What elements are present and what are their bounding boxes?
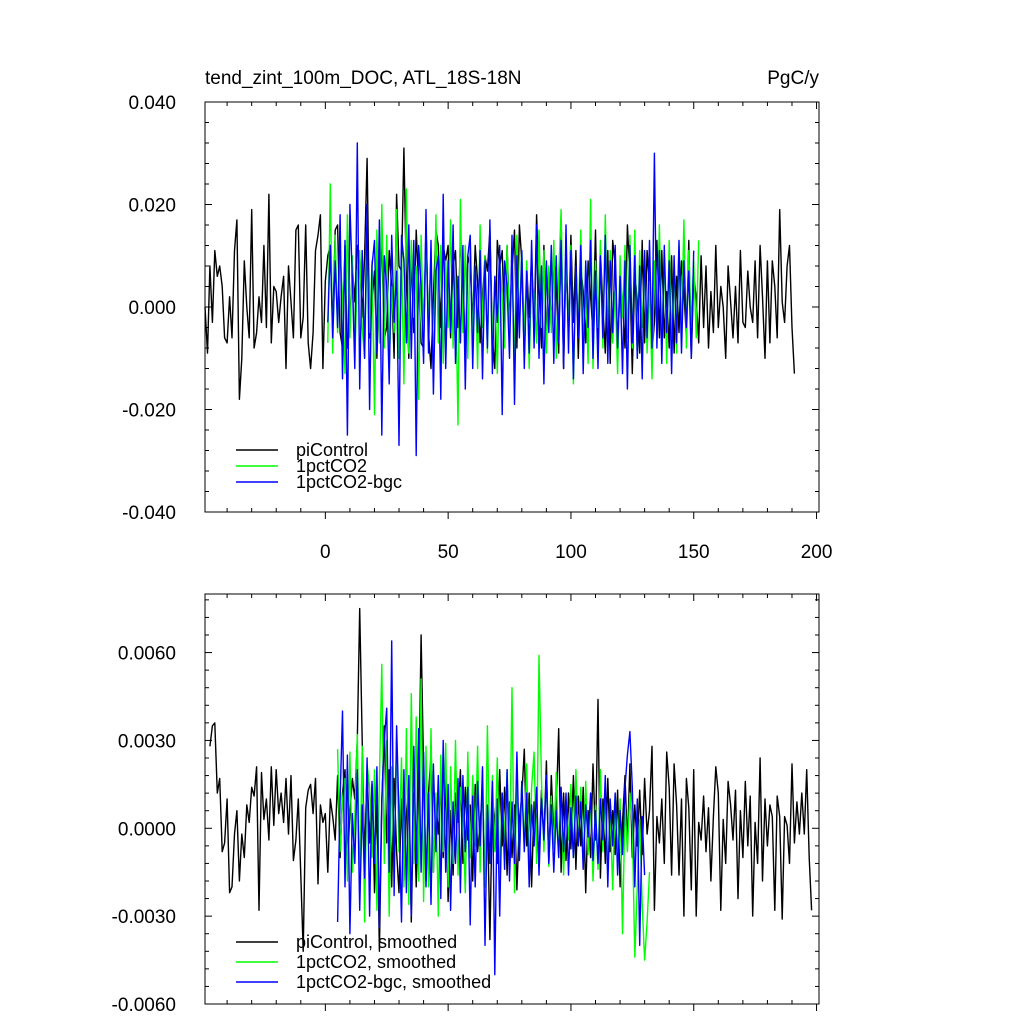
- legend-label: 1pctCO2-bgc, smoothed: [296, 972, 491, 992]
- y-tick-label: -0.040: [122, 503, 176, 524]
- y-tick-label: 0.0060: [118, 644, 176, 665]
- y-tick-label: 0.0030: [118, 731, 176, 752]
- y-tick-label: 0.0000: [118, 819, 176, 840]
- x-tick-label: 0: [320, 542, 331, 563]
- legend-label: 1pctCO2: [296, 456, 367, 476]
- top-panel-series: [204, 142, 796, 457]
- y-tick-label: -0.0060: [112, 995, 176, 1016]
- series-line-1pctco2-bgc: [327, 142, 695, 457]
- y-tick-label: 0.000: [128, 298, 176, 319]
- legend-label: 1pctCO2, smoothed: [296, 952, 456, 972]
- y-tick-label: -0.0030: [112, 907, 176, 928]
- bottom-panel-series: [209, 607, 813, 976]
- x-tick-label: 150: [678, 542, 710, 563]
- bottom-panel-plot-frame: [204, 593, 820, 1005]
- top-panel-x-tick-labels: 0 50 100 150 200: [320, 542, 832, 563]
- top-panel-plot-frame: [204, 101, 820, 513]
- legend-label: 1pctCO2-bgc: [296, 472, 402, 492]
- y-tick-label: 0.020: [128, 196, 176, 217]
- y-tick-label: 0.040: [128, 93, 176, 114]
- top-panel-y-tick-labels: -0.040 -0.020 0.000 0.020 0.040: [122, 93, 176, 524]
- top-panel: -0.040 -0.020 0.000 0.020 0.040 0 50 100 150 200…: [122, 68, 832, 563]
- chart-units-label: PgC/y: [767, 68, 819, 89]
- x-tick-label: 200: [801, 542, 833, 563]
- legend-label: piControl: [296, 440, 368, 460]
- x-tick-label: 100: [555, 542, 587, 563]
- legend-label: piControl, smoothed: [296, 932, 457, 952]
- bottom-panel-ticks: [205, 594, 819, 1011]
- bottom-panel-y-tick-labels: -0.0060 -0.0030 0.0000 0.0030 0.0060: [112, 644, 176, 1016]
- bottom-panel: -0.0060 -0.0030 0.0000 0.0030 0.0060 piContr…: [112, 593, 820, 1016]
- x-tick-label: 50: [438, 542, 459, 563]
- series-line-1pctco2-bgc-smoothed: [336, 640, 646, 976]
- top-panel-ticks: [205, 101, 819, 519]
- y-tick-label: -0.020: [122, 401, 176, 422]
- chart-title: tend_zint_100m_DOC, ATL_18S-18N: [205, 68, 522, 89]
